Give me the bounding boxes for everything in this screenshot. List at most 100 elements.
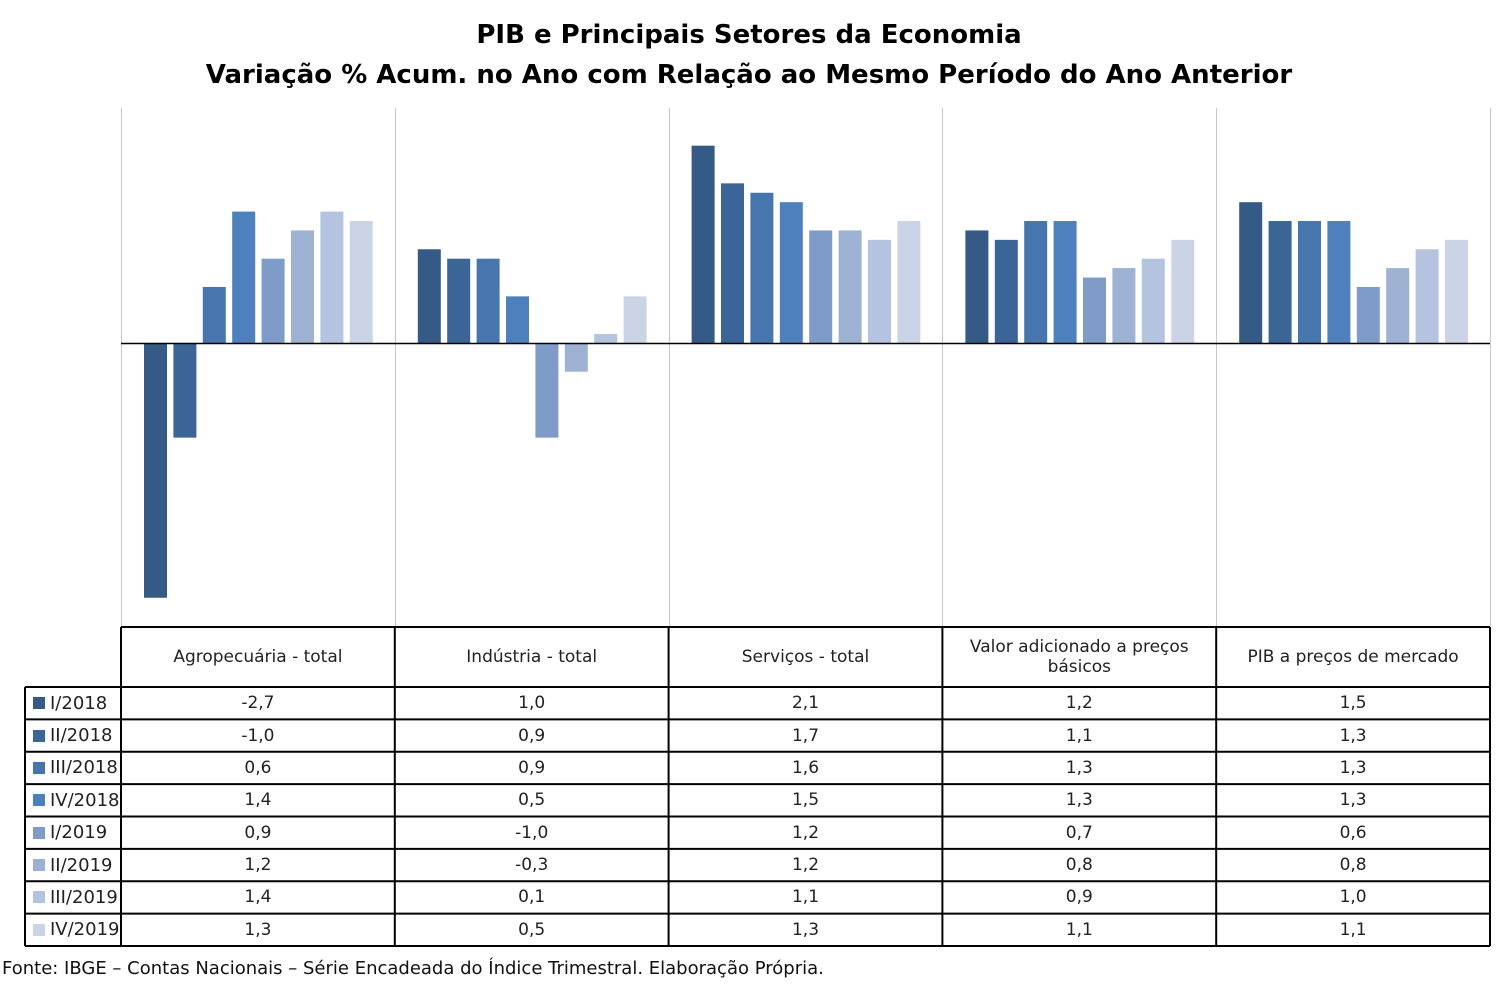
legend-label: II/2018 — [50, 725, 113, 747]
bar-II-2019-3 — [1112, 268, 1136, 344]
legend-label: II/2019 — [50, 854, 113, 876]
data-label: 1,3 — [1339, 757, 1367, 778]
bar-IV-2019-4 — [1445, 239, 1468, 344]
data-label: 0,8 — [1065, 855, 1093, 876]
legend-label: I/2018 — [50, 692, 108, 714]
data-label: 0,7 — [1065, 822, 1093, 843]
bar-II-2019-2 — [838, 230, 862, 344]
legend-item: IV/2018 — [25, 784, 121, 816]
bar-III-2018-1 — [476, 258, 500, 344]
bar-II-2019-0 — [291, 230, 314, 344]
bar-IV-2019-0 — [349, 221, 373, 344]
data-label: 0,9 — [518, 757, 546, 778]
data-label: 0,5 — [518, 919, 546, 940]
bar-III-2018-4 — [1298, 221, 1321, 344]
chart-subtitle: Variação % Acum. no Ano com Relação ao M… — [205, 60, 1293, 90]
legend-label: IV/2019 — [50, 919, 120, 941]
legend-swatch — [33, 923, 45, 936]
bar-III-2018-2 — [750, 192, 774, 344]
data-label: -1,0 — [515, 822, 549, 843]
data-label: 1,4 — [244, 790, 272, 811]
bar-III-2019-3 — [1141, 258, 1165, 344]
data-label: 1,3 — [1065, 757, 1093, 778]
legend-swatch — [33, 761, 45, 774]
data-label: 1,1 — [1065, 919, 1093, 940]
legend-item: II/2018 — [25, 719, 121, 751]
data-label: 1,5 — [1339, 693, 1367, 714]
data-label: 1,2 — [1065, 693, 1093, 714]
bar-IV-2018-4 — [1327, 221, 1351, 344]
data-label: 1,4 — [244, 887, 272, 908]
data-label: 1,0 — [518, 693, 546, 714]
data-label: 1,0 — [1339, 887, 1367, 908]
bar-I-2018-1 — [417, 249, 441, 344]
bar-IV-2018-2 — [779, 202, 803, 344]
legend-item: I/2018 — [25, 687, 121, 719]
legend-swatch — [33, 794, 45, 807]
bar-IV-2019-1 — [623, 296, 647, 344]
bar-III-2018-3 — [1024, 221, 1048, 344]
data-label: 1,5 — [791, 790, 820, 811]
data-label: 0,9 — [244, 822, 272, 843]
chart-title: PIB e Principais Setores da Economia — [476, 20, 1022, 50]
bar-II-2018-1 — [447, 258, 471, 344]
data-label: 1,3 — [791, 919, 820, 940]
bar-II-2019-4 — [1386, 268, 1410, 344]
bar-I-2018-4 — [1239, 202, 1263, 344]
data-label: 1,6 — [791, 757, 820, 778]
legend-label: I/2019 — [50, 822, 108, 844]
data-label: -1,0 — [241, 725, 275, 746]
legend-swatch — [33, 697, 45, 710]
bar-III-2019-4 — [1415, 249, 1439, 344]
bar-III-2019-2 — [868, 239, 891, 344]
legend-item: II/2019 — [25, 849, 121, 881]
legend-swatch — [33, 729, 45, 742]
data-label: 1,2 — [244, 855, 272, 876]
data-label: 2,1 — [791, 693, 820, 714]
legend-label: III/2019 — [50, 886, 118, 908]
bar-II-2018-2 — [721, 183, 744, 344]
bar-III-2018-0 — [202, 286, 226, 344]
category-header: Indústria - total — [466, 647, 598, 667]
category-header: Serviços - total — [741, 647, 870, 667]
bar-I-2019-1 — [535, 343, 559, 438]
data-label: 1,2 — [791, 855, 820, 876]
legend-item: IV/2019 — [25, 914, 121, 946]
bar-IV-2018-0 — [232, 211, 256, 344]
data-label: 1,3 — [244, 919, 272, 940]
legend-swatch — [33, 826, 45, 839]
bar-III-2019-1 — [594, 334, 618, 344]
data-label: 0,8 — [1339, 855, 1367, 876]
data-label: 1,1 — [1339, 919, 1367, 940]
bar-I-2019-3 — [1083, 277, 1106, 344]
data-label: 1,3 — [1339, 790, 1367, 811]
data-label: 1,1 — [1065, 725, 1093, 746]
bar-II-2018-0 — [173, 343, 197, 438]
data-label: 1,2 — [791, 822, 820, 843]
data-label: 1,7 — [791, 725, 820, 746]
bar-III-2019-0 — [320, 211, 344, 344]
data-label: 0,9 — [518, 725, 546, 746]
data-label: 0,6 — [244, 757, 272, 778]
bar-II-2019-1 — [564, 343, 588, 372]
legend-label: III/2018 — [50, 757, 118, 779]
category-header: PIB a preços de mercado — [1247, 647, 1459, 667]
data-label: 1,3 — [1065, 790, 1093, 811]
legend-swatch — [33, 859, 45, 872]
bar-IV-2019-2 — [897, 221, 921, 344]
category-header: Valor adicionado a preços básicos — [969, 637, 1189, 677]
bar-I-2018-3 — [965, 230, 989, 344]
bar-IV-2019-3 — [1171, 239, 1195, 344]
bar-II-2018-3 — [994, 239, 1018, 344]
data-label: 1,1 — [791, 887, 820, 908]
data-label: 0,6 — [1339, 822, 1367, 843]
data-label: 0,5 — [518, 790, 546, 811]
data-label: -0,3 — [515, 855, 549, 876]
data-label: 0,1 — [518, 887, 546, 908]
source-note: Fonte: IBGE – Contas Nacionais – Série E… — [2, 958, 824, 979]
data-label: 0,9 — [1065, 887, 1093, 908]
data-label: -2,7 — [241, 693, 275, 714]
bar-I-2018-0 — [144, 343, 167, 598]
legend-label: IV/2018 — [50, 789, 120, 811]
